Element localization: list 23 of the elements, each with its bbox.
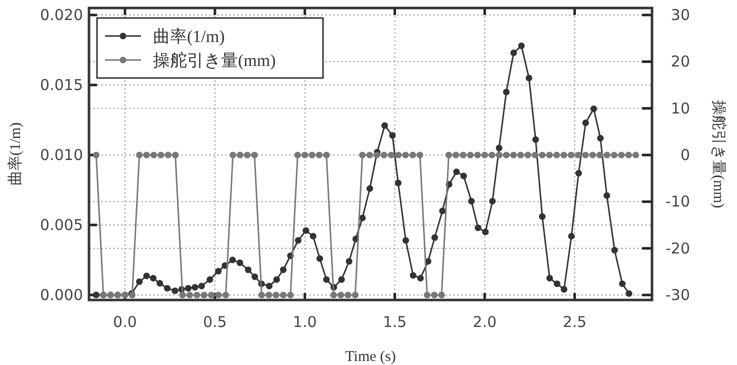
x-tick-label: 2.0 — [472, 313, 497, 331]
y-tick-label: 0.020 — [40, 6, 83, 24]
y-tick-label: 0.010 — [40, 146, 83, 164]
x-tick-label: 0.0 — [113, 313, 137, 331]
legend-label: 曲率(1/m) — [153, 27, 225, 46]
x-tick-label: 2.5 — [562, 313, 587, 331]
legend-label: 操舵引き量(mm) — [153, 51, 276, 70]
y2-tick-label: -20 — [666, 239, 690, 258]
y2-tick-label: 20 — [670, 52, 690, 71]
y-tick-label: 0.000 — [40, 286, 83, 304]
x-tick-label: 1.5 — [382, 313, 407, 331]
y-axis-title: 曲率(1/m) — [7, 122, 24, 186]
y2-tick-label: 0 — [680, 146, 690, 164]
y2-tick-label: 10 — [670, 99, 690, 118]
y2-tick-label: 30 — [670, 6, 690, 24]
x-axis-title: Time (s) — [345, 349, 396, 365]
y-tick-label: 0.015 — [40, 76, 83, 94]
y2-tick-label: -30 — [666, 286, 690, 304]
y2-tick-label: -10 — [666, 192, 690, 211]
x-tick-label: 1.0 — [292, 313, 317, 331]
y-tick-label: 0.005 — [40, 216, 83, 234]
y2-axis-title: 操舵引き量(mm) — [710, 100, 727, 208]
x-tick-label: 0.5 — [202, 313, 227, 331]
